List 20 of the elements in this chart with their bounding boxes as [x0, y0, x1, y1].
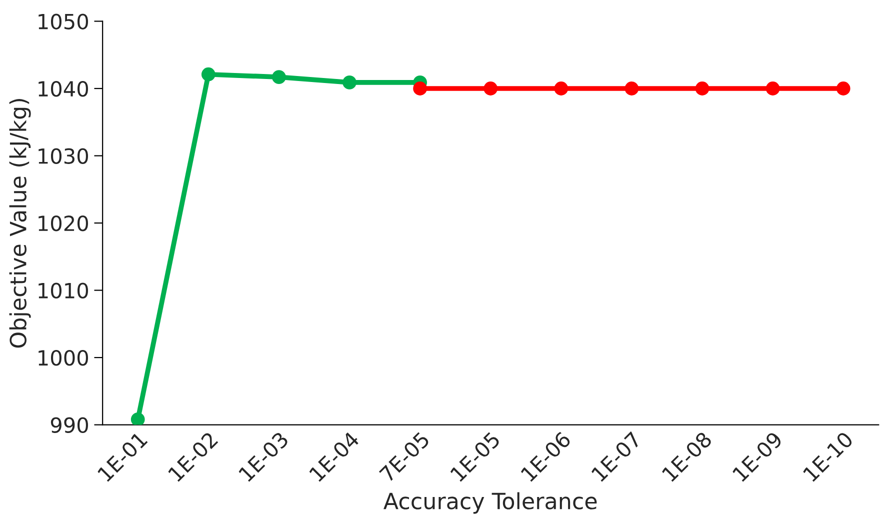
y-tick-label: 1050	[38, 14, 88, 30]
point	[130, 412, 145, 425]
point	[766, 82, 780, 96]
point	[342, 76, 356, 90]
y-tick-label: 1040	[38, 80, 88, 97]
point	[484, 82, 498, 96]
point	[201, 67, 216, 82]
y-tick-label: 1010	[38, 282, 88, 298]
x-axis-title: Accuracy Tolerance	[384, 492, 597, 514]
point	[554, 82, 568, 96]
y-tick-label: 1030	[38, 148, 88, 164]
point	[272, 70, 286, 84]
y-tick-label: 1000	[38, 350, 88, 366]
point	[695, 82, 710, 96]
point	[836, 82, 850, 96]
point	[624, 82, 639, 96]
y-tick-label: 1020	[38, 215, 88, 232]
y-axis-title: Objective Value (kJ/kg)	[9, 99, 31, 348]
point	[413, 82, 427, 96]
y-tick-label: 990	[50, 417, 88, 434]
